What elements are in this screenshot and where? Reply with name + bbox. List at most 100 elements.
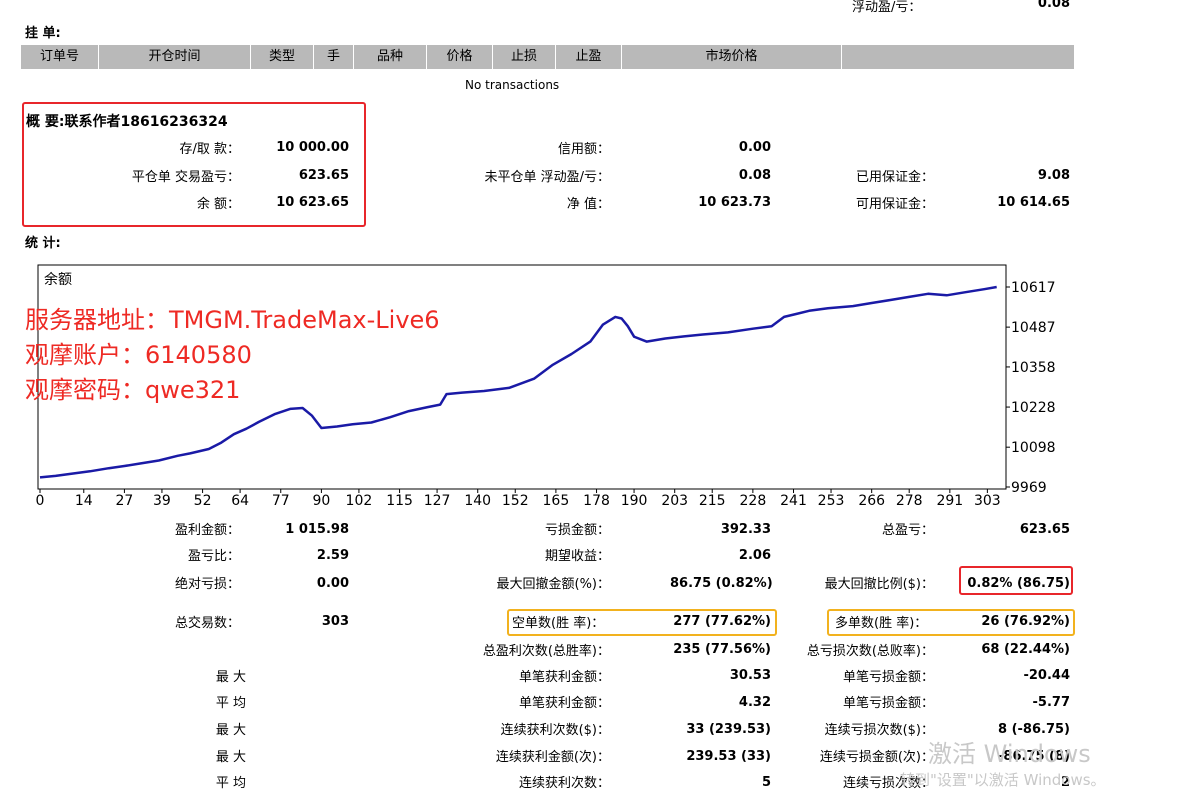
x-tick-label: 152 bbox=[502, 493, 529, 509]
absolute-dd-label: 绝对亏损： bbox=[174, 577, 240, 592]
total-trades-value: 303 bbox=[321, 614, 349, 629]
col-price[interactable]: 价格 bbox=[427, 45, 493, 69]
x-tick-label: 52 bbox=[194, 493, 212, 509]
net-profit-label: 总盈亏： bbox=[881, 523, 934, 538]
col-take-profit[interactable]: 止盈 bbox=[556, 45, 622, 69]
largest-profit-label: 单笔获利金额： bbox=[518, 670, 610, 685]
max-consec-losses-label: 连续亏损次数($)： bbox=[824, 723, 934, 738]
max-consec-profit-value: 239.53 (33) bbox=[686, 749, 771, 764]
balance-line bbox=[39, 285, 997, 479]
x-tick-label: 102 bbox=[346, 493, 373, 509]
y-tick-label: 10617 bbox=[1011, 280, 1056, 296]
y-tick-label: 10487 bbox=[1011, 320, 1056, 336]
absolute-dd-value: 0.00 bbox=[316, 576, 349, 591]
long-value: 26 (76.92%) bbox=[981, 614, 1070, 629]
x-tick-label: 90 bbox=[312, 493, 330, 509]
chart-title: 余额 bbox=[44, 271, 72, 288]
loss-trades-label: 总亏损次数(总败率)： bbox=[806, 644, 934, 659]
max-consec-loss-value: -86.75 (8) bbox=[998, 749, 1070, 764]
overlay-server: 服务器地址：TMGM.TradeMax-Live6 bbox=[25, 306, 440, 334]
closed-pl-value: 623.65 bbox=[298, 168, 349, 183]
short-highlight-box bbox=[507, 609, 777, 636]
largest-profit-value: 30.53 bbox=[729, 668, 771, 683]
avg-consec-losses-value: 2 bbox=[1060, 775, 1070, 790]
largest-loss-value: -20.44 bbox=[1023, 668, 1070, 683]
col-type[interactable]: 类型 bbox=[251, 45, 314, 69]
max-consec-wins-value: 33 (239.53) bbox=[686, 722, 771, 737]
x-tick-label: 228 bbox=[740, 493, 767, 509]
orders-title: 挂 单: bbox=[25, 26, 61, 41]
gross-loss-label: 亏损金额： bbox=[544, 523, 610, 538]
orders-table-header: 订单号 开仓时间 类型 手 品种 价格 止损 止盈 市场价格 bbox=[21, 45, 1074, 69]
net-profit-value: 623.65 bbox=[1019, 522, 1070, 537]
short-label: 空单数(胜 率)： bbox=[512, 616, 605, 631]
long-highlight-box bbox=[827, 609, 1075, 636]
x-tick-label: 27 bbox=[116, 493, 134, 509]
free-margin-label: 可用保证金： bbox=[855, 197, 934, 212]
max-consec-profit-label: 连续获利金额(次)： bbox=[495, 750, 610, 765]
x-tick-label: 165 bbox=[543, 493, 570, 509]
y-tick-label: 10228 bbox=[1011, 400, 1056, 416]
x-tick-label: 127 bbox=[424, 493, 451, 509]
open-pl-label: 未平仓单 浮动盈/亏： bbox=[484, 170, 610, 185]
stats-title: 统 计: bbox=[25, 236, 61, 251]
average-loss-value: -5.77 bbox=[1032, 695, 1070, 710]
col-stop-loss[interactable]: 止损 bbox=[493, 45, 556, 69]
average-profit-label: 单笔获利金额： bbox=[518, 696, 610, 711]
balance-label: 余 额： bbox=[196, 197, 240, 212]
gross-profit-label: 盈利金额： bbox=[174, 523, 240, 538]
avg-consec-wins-value: 5 bbox=[761, 775, 771, 790]
x-tick-label: 253 bbox=[818, 493, 845, 509]
x-tick-label: 178 bbox=[583, 493, 610, 509]
y-tick-label: 9969 bbox=[1011, 480, 1047, 496]
average-loss-label: 单笔亏损金额： bbox=[842, 696, 934, 711]
x-tick-label: 64 bbox=[231, 493, 249, 509]
margin-label: 已用保证金： bbox=[855, 170, 934, 185]
top-floating-label: 浮动盈/亏： bbox=[852, 0, 922, 15]
col-market-price[interactable]: 市场价格 bbox=[622, 45, 842, 69]
col-symbol[interactable]: 品种 bbox=[354, 45, 427, 69]
gross-profit-value: 1 015.98 bbox=[285, 522, 349, 537]
x-tick-label: 241 bbox=[780, 493, 807, 509]
x-axis: 0 14 27 39 52 64 77 90 102 115 127 140 152 165 178 190 2… bbox=[36, 489, 1001, 509]
x-tick-label: 278 bbox=[896, 493, 923, 509]
x-tick-label: 140 bbox=[464, 493, 491, 509]
x-tick-label: 14 bbox=[75, 493, 93, 509]
rel-dd-value: 0.82% (86.75) bbox=[967, 576, 1070, 591]
avg-consec-wins-label: 连续获利次数： bbox=[518, 776, 610, 791]
x-tick-label: 115 bbox=[386, 493, 413, 509]
watermark-title: 激活 Windows bbox=[928, 740, 1091, 768]
max-row-label: 最 大 bbox=[215, 723, 246, 738]
equity-label: 净 值： bbox=[566, 197, 610, 212]
overlay-password: 观摩密码：qwe321 bbox=[25, 376, 241, 404]
col-open-time[interactable]: 开仓时间 bbox=[99, 45, 251, 69]
max-dd-label: 最大回撤金额(%)： bbox=[496, 577, 611, 592]
gross-loss-value: 392.33 bbox=[720, 522, 771, 537]
y-tick-label: 10098 bbox=[1011, 440, 1056, 456]
top-floating-value: 0.08 bbox=[1037, 0, 1070, 11]
avg-consec-losses-label: 连续亏损次数： bbox=[842, 776, 934, 791]
summary-highlight-box bbox=[22, 102, 366, 227]
max-consec-losses-value: 8 (-86.75) bbox=[998, 722, 1070, 737]
x-tick-label: 203 bbox=[661, 493, 688, 509]
summary-title: 概 要:联系作者18616236324 bbox=[26, 114, 228, 130]
x-tick-label: 0 bbox=[36, 493, 45, 509]
credit-value: 0.00 bbox=[738, 140, 771, 155]
overlay-account: 观摩账户：6140580 bbox=[25, 341, 252, 369]
closed-pl-label: 平仓单 交易盈亏： bbox=[131, 170, 240, 185]
col-lots[interactable]: 手 bbox=[314, 45, 354, 69]
max-consec-loss-label: 连续亏损金额(次)： bbox=[819, 750, 934, 765]
short-value: 277 (77.62%) bbox=[673, 614, 771, 629]
expected-payoff-label: 期望收益： bbox=[544, 549, 610, 564]
col-order[interactable]: 订单号 bbox=[21, 45, 99, 69]
largest-row-label: 最 大 bbox=[215, 670, 246, 685]
average-row-label: 平 均 bbox=[215, 696, 246, 711]
total-trades-label: 总交易数： bbox=[174, 616, 240, 631]
loss-trades-value: 68 (22.44%) bbox=[981, 642, 1070, 657]
balance-chart: 余额 0 14 27 39 52 64 77 90 102 115 127 140 152 165 178 1… bbox=[36, 264, 1056, 509]
profit-factor-value: 2.59 bbox=[316, 548, 349, 563]
avg-row2-label: 平 均 bbox=[215, 776, 246, 791]
rel-dd-highlight-box bbox=[959, 566, 1073, 595]
credit-label: 信用额： bbox=[557, 142, 610, 157]
max-dd-value: 86.75 (0.82%) bbox=[670, 576, 773, 591]
